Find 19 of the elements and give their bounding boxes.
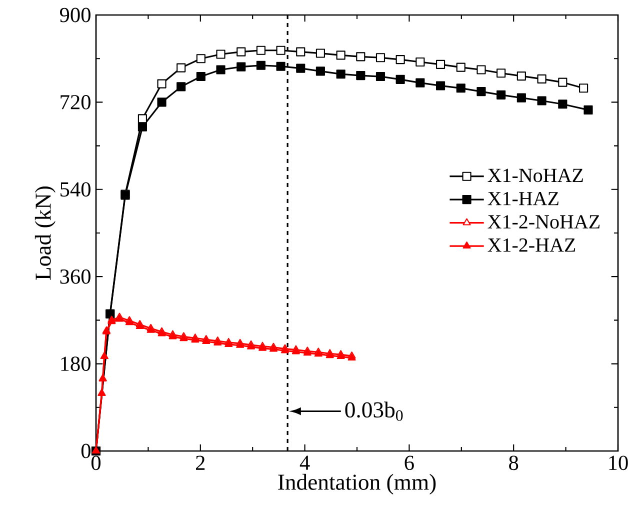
legend-label: X1-2-NoHAZ	[488, 215, 600, 229]
ref-line-label: 0.03b$_{0}$	[345, 402, 403, 421]
x-tick-label: 4	[300, 456, 310, 470]
legend-label: X1-2-HAZ	[488, 238, 576, 252]
y-tick-label: 180	[61, 356, 90, 371]
y-tick-label: 540	[60, 182, 90, 197]
x-tick-label: 10	[609, 456, 628, 470]
y-tick-label: 360	[60, 269, 90, 284]
y-axis-title: Load (kN)	[34, 186, 56, 280]
x-tick-label: 8	[509, 456, 518, 470]
x-tick-label: 2	[196, 456, 205, 470]
legend-label: X1-NoHAZ	[488, 168, 583, 182]
x-axis-title: Indentation (mm)	[278, 474, 436, 494]
y-tick-label: 720	[60, 95, 90, 110]
x-tick-label: 6	[404, 456, 414, 470]
y-tick-label: 900	[60, 8, 90, 22]
legend-label: X1-HAZ	[488, 192, 558, 206]
x-tick-label: 0	[91, 456, 101, 470]
y-tick-label: 0	[81, 444, 90, 458]
